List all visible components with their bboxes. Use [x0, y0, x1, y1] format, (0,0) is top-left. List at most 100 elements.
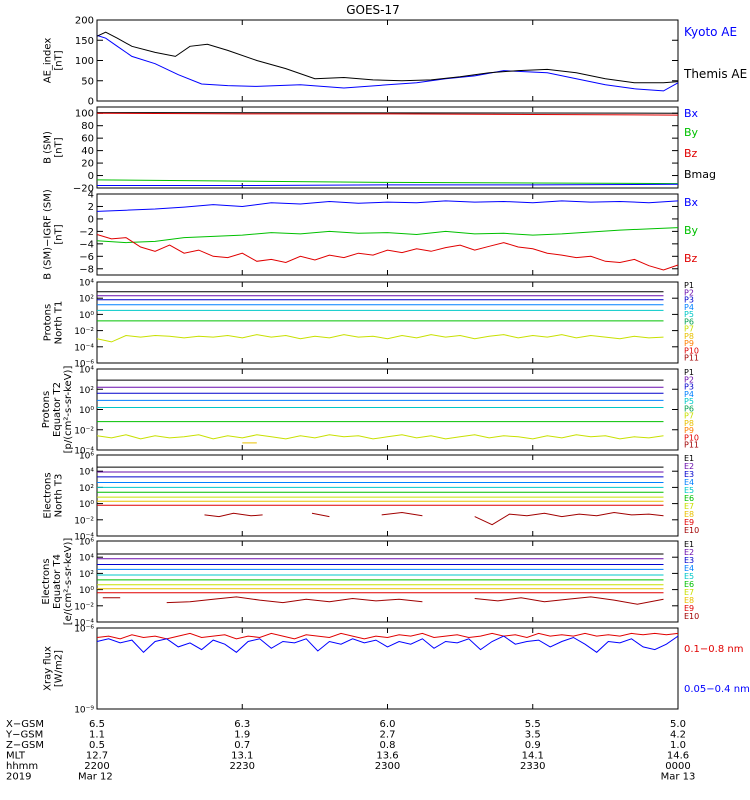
y-tick-label: 10⁴: [79, 366, 94, 376]
y-tick-label: −6: [79, 252, 94, 263]
legend-item: Bx: [684, 107, 699, 120]
series-e10d: [474, 511, 664, 526]
legend-item: P7: [684, 325, 694, 334]
series-e10b: [311, 512, 330, 518]
legend-item: E6: [684, 494, 694, 503]
table-cell: 14.6: [667, 751, 689, 762]
panel-xray: 10⁻⁹ 10⁻⁶ Xray flux [W/m2] 0.1−0.8 nm 0.05−0.…: [43, 625, 750, 716]
series-themis-ae: [96, 31, 679, 84]
table-cell: 13.1: [231, 751, 253, 762]
legend-item: E2: [684, 548, 694, 557]
y-tick-label: 40: [81, 146, 94, 157]
table-cell: 3.5: [525, 730, 541, 741]
legend-item: P1: [684, 281, 694, 290]
legend-item: P1: [684, 368, 694, 377]
y-tick-label: 10⁶: [79, 538, 94, 548]
table-cell: 0.7: [234, 740, 250, 751]
y-tick-label: −8: [79, 264, 94, 275]
legend-item: P11: [684, 354, 699, 363]
table-cell: 2.7: [380, 730, 396, 741]
table-row-label: X−GSM: [6, 719, 44, 730]
y-axis-label: Protons: [41, 391, 52, 428]
series-by: [96, 179, 679, 185]
y-axis-label: [nT]: [54, 137, 65, 157]
y-tick-label: 10⁻²: [74, 327, 94, 337]
legend-item: P8: [684, 419, 694, 428]
y-tick-label: 10⁰: [79, 500, 94, 510]
legend-item: P5: [684, 397, 694, 406]
y-tick-label: 10⁻⁶: [74, 360, 94, 370]
y-axis-label: [nT]: [54, 50, 65, 70]
panel-e_t4: 10⁻⁴ 10⁻² 10⁰ 10² 10⁴ 10⁶ Electrons Equator T4[…: [41, 538, 699, 629]
legend-item: E9: [684, 604, 694, 613]
table-cell: 0.9: [525, 740, 541, 751]
y-axis-label: Equator T4: [52, 554, 63, 609]
y-tick-label: 100: [75, 109, 94, 120]
y-tick-label: 50: [81, 76, 94, 87]
legend-item: P3: [684, 383, 694, 392]
legend-item: By: [684, 224, 699, 237]
table-cell: 5.0: [670, 719, 686, 730]
legend-item: E1: [684, 540, 694, 549]
table-cell: 0.8: [380, 740, 396, 751]
series-bz: [96, 112, 679, 116]
y-axis-label: North T1: [54, 301, 65, 345]
legend-item: 0.05−0.4 nm: [684, 684, 750, 695]
legend-item: E4: [684, 564, 694, 573]
legend-item: E5: [684, 572, 694, 581]
table-cell: 12.7: [86, 751, 108, 762]
table-cell: 0.5: [89, 740, 105, 751]
table-row-label: Y−GSM: [5, 730, 43, 741]
table-cell: 2300: [375, 761, 400, 772]
table-cell: 2200: [84, 761, 109, 772]
y-axis-label: North T3: [54, 474, 65, 518]
panel-frame: [96, 106, 679, 189]
y-tick-label: 0: [88, 97, 94, 108]
y-tick-label: 10²: [79, 386, 94, 396]
legend-item: Bmag: [684, 168, 716, 181]
y-tick-label: 10⁰: [79, 406, 94, 416]
y-tick-label: 10⁴: [79, 279, 94, 289]
legend-item: P6: [684, 317, 694, 326]
legend-item: E9: [684, 518, 694, 527]
y-tick-label: 100: [75, 56, 94, 67]
y-tick-label: 0: [88, 171, 94, 182]
y-tick-label: 20: [81, 159, 94, 170]
legend-item: P4: [684, 303, 694, 312]
legend-item: 0.1−0.8 nm: [684, 644, 743, 655]
y-axis-label: Equator T2: [52, 382, 63, 437]
series-e10b: [166, 596, 423, 604]
legend-item: E7: [684, 588, 694, 597]
y-axis-label: B (SM): [43, 131, 54, 164]
series-e10c: [381, 511, 423, 517]
legend-item: P9: [684, 339, 694, 348]
y-axis-label: [e/(cm²-s-sr-keV)]: [63, 538, 74, 626]
y-tick-label: 10²: [79, 570, 94, 580]
legend-item: E4: [684, 478, 694, 487]
series-bmag: [96, 112, 679, 114]
y-tick-label: 10⁻⁴: [74, 619, 94, 629]
legend-item: E6: [684, 580, 694, 589]
legend-item: P10: [684, 346, 699, 355]
y-tick-label: −2: [79, 227, 94, 238]
y-tick-label: 2: [88, 202, 94, 213]
table-cell: 1.1: [89, 730, 105, 741]
chart-title: GOES-17: [346, 3, 400, 17]
y-tick-label: 10⁶: [79, 452, 94, 462]
legend-item: P9: [684, 426, 694, 435]
table-cell: 5.5: [525, 719, 541, 730]
legend-item: E8: [684, 596, 694, 605]
legend-item: Themis AE: [683, 67, 747, 81]
legend-item: Bx: [684, 196, 699, 209]
series-by: [96, 227, 679, 244]
y-axis-label: [W/m2]: [54, 650, 65, 687]
series-0-1-0-8-nm: [96, 632, 679, 640]
legend-item: E1: [684, 454, 694, 463]
legend-item: Kyoto AE: [684, 25, 737, 39]
table-cell: Mar 13: [661, 772, 696, 783]
table-cell: 13.6: [376, 751, 398, 762]
legend-item: E5: [684, 486, 694, 495]
y-tick-label: 10⁰: [79, 586, 94, 596]
